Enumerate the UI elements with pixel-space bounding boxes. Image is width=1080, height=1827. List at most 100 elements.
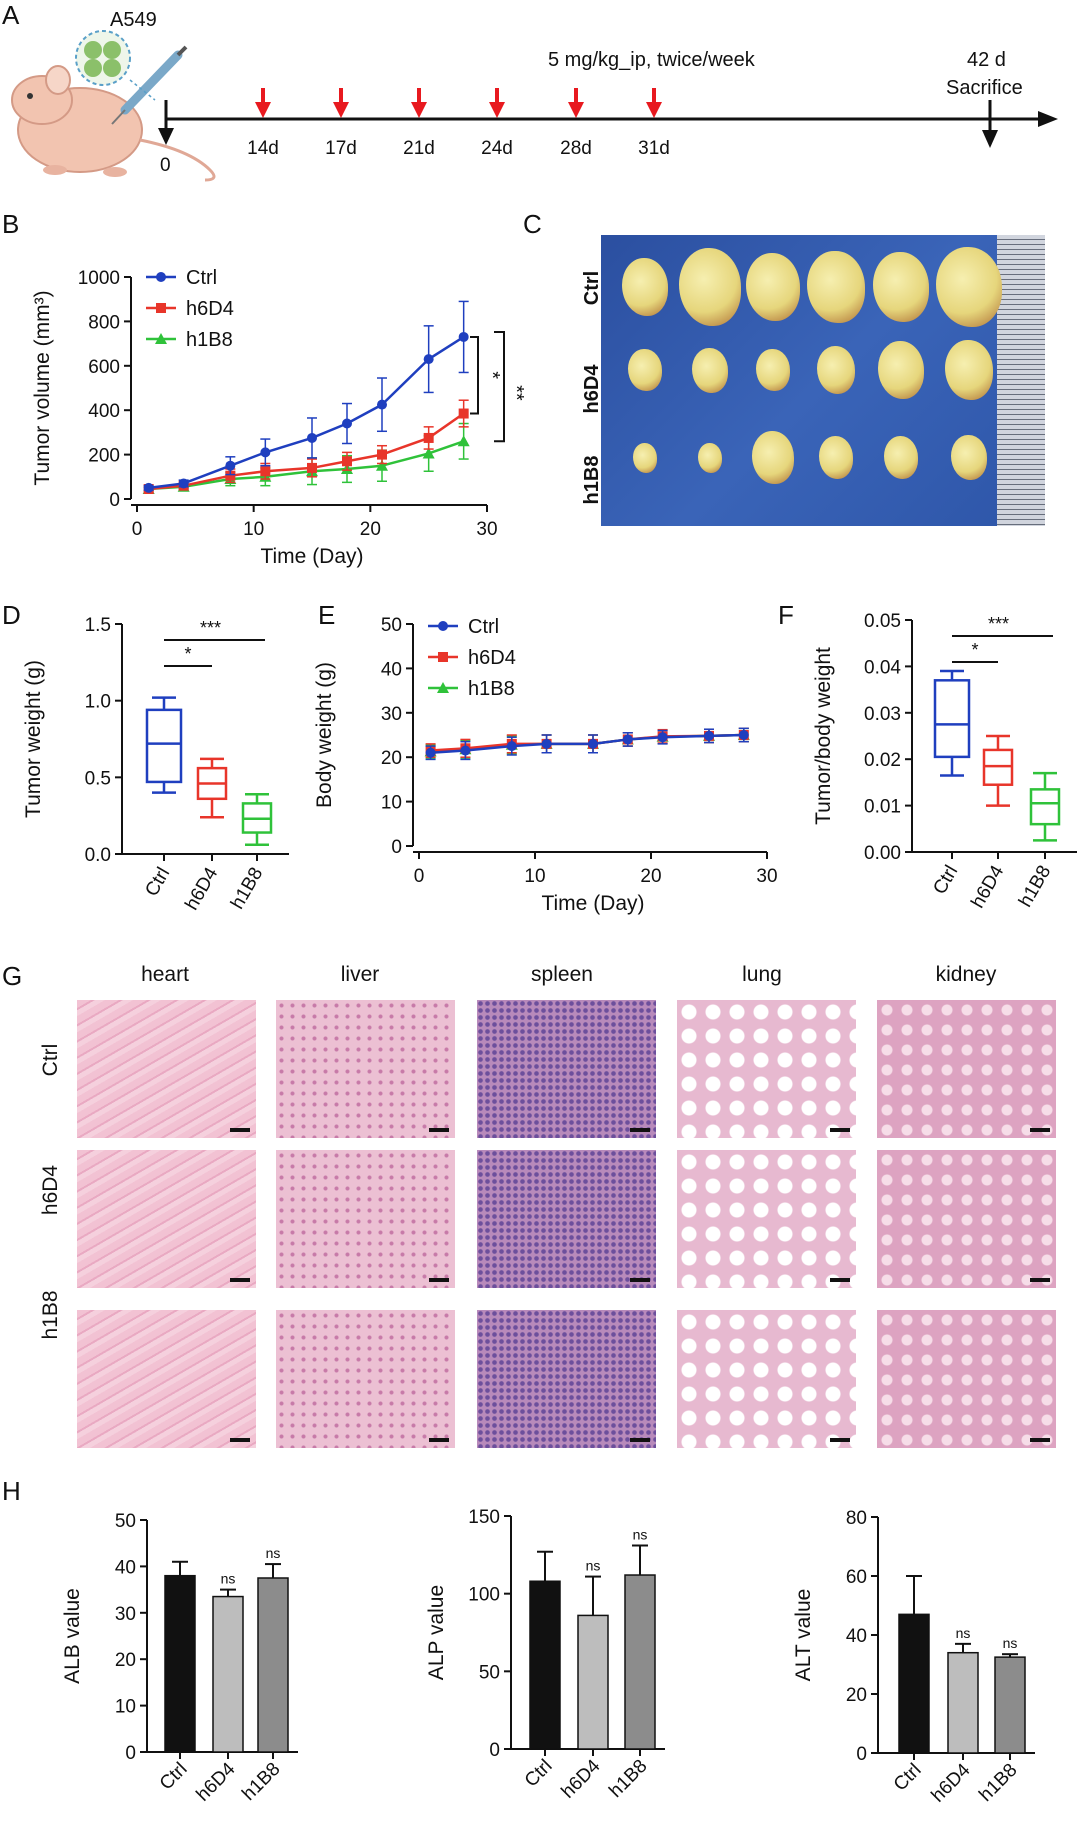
x-tick-label: 0	[414, 866, 425, 887]
tissue-label-lung: lung	[742, 963, 782, 986]
scale-bar	[429, 1278, 449, 1282]
scale-bar	[1030, 1128, 1050, 1132]
histology-liver-ctrl	[276, 1000, 455, 1138]
bar-h6d4	[212, 1595, 244, 1753]
y-tick-label: 0.01	[864, 797, 901, 818]
injection-arrow-head	[568, 102, 584, 118]
histology-liver-h1b8	[276, 1310, 455, 1448]
panel-letter-g: G	[2, 961, 22, 991]
panel-a-timeline: A549 0 5 mg/kg_ip, twice/week 42 d Sacri…	[11, 9, 1058, 182]
data-point-ctrl	[460, 745, 471, 756]
legend-marker	[438, 652, 448, 662]
x-tick-label: h1B8	[238, 1759, 284, 1805]
sig-star: *	[184, 644, 191, 664]
histology-kidney-ctrl	[877, 1000, 1056, 1138]
tumor-specimen	[884, 436, 918, 479]
histology-spleen-h1b8	[477, 1310, 656, 1448]
injection-day-label: 28d	[560, 138, 592, 159]
data-point-ctrl	[143, 482, 154, 493]
injection-arrow-head	[255, 102, 271, 118]
y-tick-label: 20	[115, 1650, 136, 1671]
injection-day-label: 21d	[403, 138, 435, 159]
ruler	[997, 235, 1045, 526]
x-tick-label: Ctrl	[890, 1760, 926, 1796]
bar-h6d4	[947, 1651, 979, 1754]
box-ctrl	[145, 708, 183, 784]
x-tick-label: 30	[756, 866, 777, 887]
injection-day-label: 24d	[481, 138, 513, 159]
data-point-ctrl	[738, 730, 749, 740]
injection-day-label: 31d	[638, 138, 670, 159]
tissue-label-kidney: kidney	[936, 963, 997, 986]
legend-label: h6D4	[186, 298, 234, 320]
y-tick-label: 10	[381, 793, 402, 814]
tissue-label-spleen: spleen	[531, 963, 593, 986]
x-tick-label: 20	[640, 866, 661, 887]
panel-h-alt-chart: 0 20 40 60 80 ALT value Ctrl ns h6D4 ns h1B8	[792, 1508, 1035, 1807]
x-tick-label: 20	[360, 519, 381, 540]
scale-bar	[830, 1278, 850, 1282]
data-point-ctrl	[225, 460, 236, 471]
cell-line-label: A549	[110, 9, 157, 31]
sig-label: ns	[633, 1527, 648, 1543]
sig-star: *	[971, 640, 978, 660]
sig-label: ns	[956, 1625, 971, 1641]
row-label-h1b8: h1B8	[39, 1290, 62, 1339]
data-point-h1b8	[376, 459, 388, 471]
panel-letter-h: H	[2, 1476, 21, 1506]
syringe-icon	[111, 45, 188, 125]
scale-bar	[630, 1438, 650, 1442]
y-tick-label: 80	[846, 1508, 867, 1529]
row-label-h1b8: h1B8	[581, 456, 603, 505]
y-tick-label: 0.5	[85, 768, 111, 789]
data-point-ctrl	[260, 447, 271, 458]
bar-ctrl	[898, 1613, 930, 1754]
y-tick-label: 1.0	[85, 692, 111, 713]
panel-letter-b: B	[2, 209, 19, 239]
y-tick-label: 1.5	[85, 615, 111, 636]
injection-arrow-head	[411, 102, 427, 118]
scale-bar	[630, 1278, 650, 1282]
y-axis-label: Tumor volume (mm³)	[31, 290, 54, 485]
x-tick-label: h6D4	[181, 864, 222, 914]
x-tick-label: 30	[476, 519, 497, 540]
data-point-ctrl	[704, 730, 714, 741]
sig-star: ***	[988, 614, 1009, 634]
y-tick-label: 1000	[78, 268, 120, 289]
mouse-illustration	[11, 65, 216, 182]
tumor-specimen	[807, 250, 865, 324]
injection-arrow-head	[333, 102, 349, 118]
row-label-ctrl: Ctrl	[39, 1044, 62, 1077]
x-axis-label: Time (Day)	[260, 545, 363, 568]
legend-label: h6D4	[468, 647, 516, 669]
tumor-specimen	[951, 435, 987, 480]
histology-lung-ctrl	[677, 1000, 856, 1138]
x-tick-label: h1B8	[975, 1760, 1021, 1806]
y-tick-label: 200	[88, 446, 120, 467]
legend-label: Ctrl	[186, 267, 217, 289]
y-tick-label: 0	[125, 1743, 136, 1764]
sig-label: ns	[266, 1545, 281, 1561]
injection-markers: 14d 17d 21d 24d 28d 31d	[247, 88, 670, 159]
x-tick-label: h1B8	[1015, 862, 1055, 911]
y-axis-label: ALB value	[61, 1588, 84, 1684]
panel-letter-e: E	[318, 600, 335, 630]
tumor-specimen	[756, 348, 790, 392]
tumor-specimen	[819, 436, 853, 479]
tissue-label-heart: heart	[141, 963, 189, 986]
series-line-ctrl	[148, 335, 465, 490]
histology-heart-ctrl	[77, 1000, 256, 1138]
y-tick-label: 30	[381, 704, 402, 725]
data-point-h6d4	[423, 432, 434, 443]
box-ctrl	[933, 679, 971, 759]
data-point-ctrl	[541, 738, 552, 749]
data-point-h6d4	[225, 470, 236, 481]
series-line-ctrl	[430, 733, 744, 755]
data-point-ctrl	[622, 734, 633, 745]
y-tick-label: 600	[88, 357, 120, 378]
y-tick-label: 40	[846, 1626, 867, 1647]
y-axis-label: Tumor/body weight	[812, 647, 835, 825]
panel-letter-d: D	[2, 600, 21, 630]
bar-h1b8	[624, 1574, 656, 1750]
